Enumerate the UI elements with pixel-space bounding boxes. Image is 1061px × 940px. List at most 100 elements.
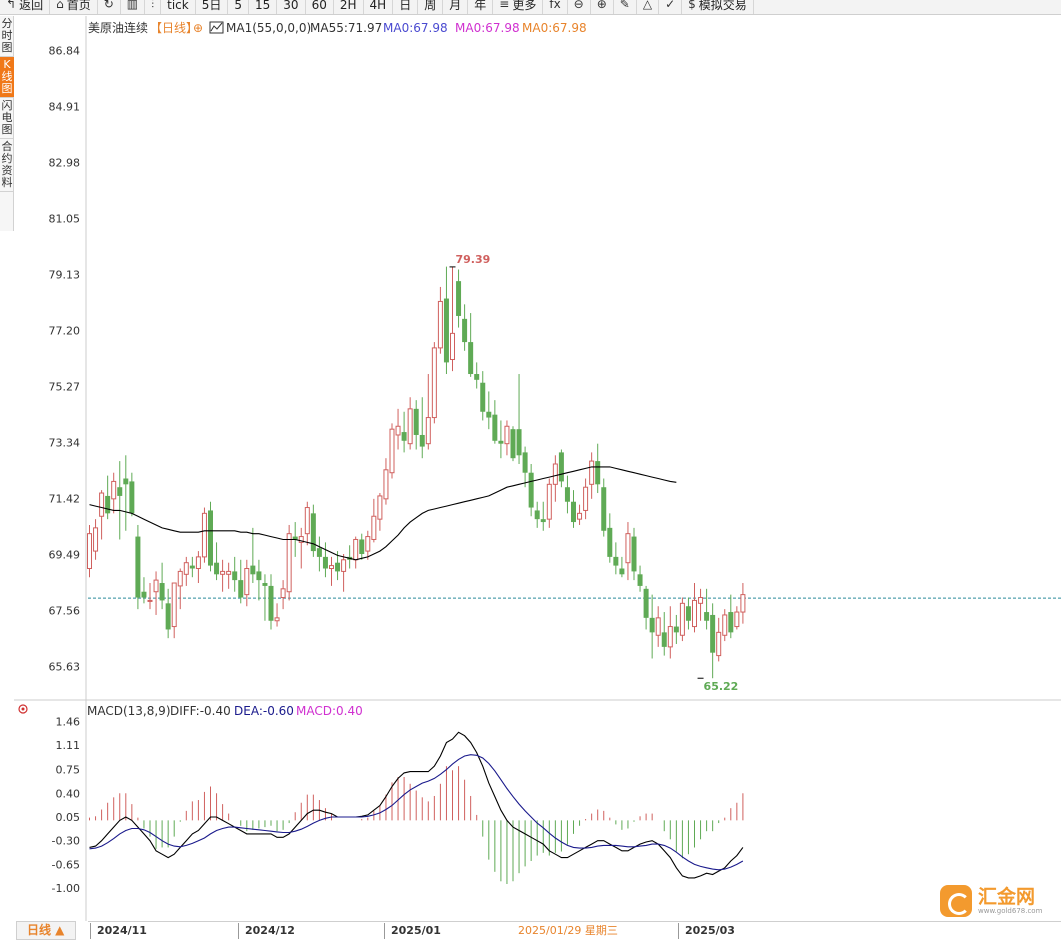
candle-body [383, 469, 389, 500]
candle-body [710, 614, 716, 653]
toolbar-button[interactable]: $ 模拟交易 [682, 0, 754, 14]
toolbar-button[interactable]: 年 [468, 0, 494, 14]
triangle-up-icon: △ [642, 0, 653, 11]
toolbar-button[interactable]: ≡ 更多 [493, 0, 544, 14]
toolbar-button[interactable]: tick [161, 0, 196, 14]
macd-y-tick-label: 0.40 [56, 787, 81, 800]
toolbar-label: tick [167, 0, 189, 12]
macd-y-tick-label: 1.11 [56, 739, 81, 752]
toolbar-label: 30 [283, 0, 299, 12]
candle-body [359, 539, 365, 554]
candle-body [698, 597, 704, 604]
date-label: 2024/12 [238, 923, 295, 939]
toolbar-button[interactable]: ⊖ [568, 0, 591, 14]
toolbar-button[interactable]: 15 [249, 0, 278, 14]
candle-body [99, 492, 105, 517]
toolbar-button[interactable]: ⌂ 首页 [50, 0, 98, 14]
candle-body [492, 414, 498, 441]
candle-body [601, 487, 607, 531]
candle-body [468, 342, 474, 375]
toolbar-button[interactable]: 月 [443, 0, 469, 14]
toolbar-button[interactable]: ⫶ [145, 0, 162, 14]
candle-body [607, 527, 613, 557]
candle-body [728, 612, 734, 633]
candle-body [310, 513, 316, 552]
y-tick-label: 69.49 [49, 548, 81, 561]
toolbar-label: 月 [449, 0, 462, 12]
macd-y-tick-label: -1.00 [52, 882, 80, 895]
candle-body [262, 583, 268, 586]
toolbar-label: 60 [311, 0, 327, 12]
candlestick-chart: 86.84 84.91 82.98 81.05 79.13 77.20 75.27 73.34… [14, 16, 1061, 921]
candle-body [280, 588, 286, 599]
ma0-value-c: MA0:67.98 [522, 21, 587, 35]
toolbar-button[interactable]: △ [637, 0, 660, 14]
brand-logo: 汇金网 www.gold678.com [940, 884, 1050, 918]
toolbar-label: 2H [339, 0, 357, 12]
candle-body [189, 565, 195, 569]
y-tick-label: 65.63 [49, 660, 81, 673]
toolbar-button[interactable]: ✎ [614, 0, 637, 14]
candle-body [643, 588, 649, 618]
candle-body [105, 495, 111, 514]
ma1-label: MA1(55,0,0,0) [226, 21, 311, 35]
ma-toggle-icon[interactable] [209, 21, 224, 34]
candle-body [595, 461, 601, 485]
candle-body [220, 570, 226, 575]
chart-title: 美原油连续 [88, 20, 148, 35]
candle-body [474, 374, 480, 380]
toolbar-button[interactable]: 60 [306, 0, 334, 14]
side-tab[interactable]: 合约资料 [0, 139, 14, 192]
settings-icon[interactable]: ⊕ [193, 21, 203, 35]
toolbar-label: 更多 [512, 0, 537, 12]
toolbar-button[interactable]: ⊕ [591, 0, 614, 14]
candle-body [256, 571, 262, 581]
side-tab[interactable]: K线图 [0, 57, 14, 98]
candle-body [534, 510, 540, 520]
candle-body [637, 574, 643, 586]
function-icon: fx [549, 0, 561, 11]
bar-chart-icon: ▥ [126, 0, 139, 11]
toolbar-button[interactable]: ▥ [121, 0, 146, 14]
candle-body [401, 432, 407, 441]
toolbar-label: 首页 [66, 0, 91, 12]
toolbar-button[interactable]: 4H [364, 0, 394, 14]
side-tab[interactable]: 分时图 [0, 16, 14, 57]
dollar-icon: $ [688, 0, 696, 11]
candle-body [377, 495, 383, 520]
candle-body [528, 472, 534, 508]
candle-body [704, 612, 710, 621]
toolbar-label: 日 [399, 0, 412, 12]
toolbar-button[interactable]: ↰ 返回 [0, 0, 51, 14]
toolbar-button[interactable]: 日 [393, 0, 419, 14]
y-tick-label: 77.20 [49, 324, 81, 337]
chart-period[interactable]: 【日线】 [150, 21, 198, 35]
period-selector-button[interactable]: 日线 ▲ [16, 921, 76, 940]
candle-body [147, 599, 153, 602]
candle-body [510, 429, 516, 459]
toolbar-button[interactable]: 5日 [196, 0, 229, 14]
ma-toggle-icon-line [210, 22, 223, 32]
toolbar-button[interactable]: ✓ [659, 0, 683, 14]
candle-body [268, 585, 274, 621]
candle-body [153, 579, 159, 593]
candle-body [135, 536, 141, 598]
toolbar-button[interactable]: 周 [418, 0, 444, 14]
candle-body [456, 281, 462, 316]
toolbar-button[interactable]: 5 [228, 0, 250, 14]
candle-body [395, 425, 401, 436]
candle-body [129, 481, 135, 514]
toolbar-button[interactable]: 30 [277, 0, 306, 14]
date-label: 2025/03 [678, 923, 735, 939]
macd-settings-icon[interactable] [18, 704, 28, 714]
candle-body [462, 318, 468, 343]
candle-body [577, 512, 583, 520]
candle-body [365, 536, 371, 552]
side-tab[interactable]: 闪电图 [0, 98, 14, 139]
candle-body [274, 617, 280, 622]
toolbar-button[interactable]: 2H [334, 0, 364, 14]
toolbar-button[interactable]: fx [543, 0, 568, 14]
candle-body [649, 617, 655, 633]
candle-body [667, 626, 673, 648]
toolbar-button[interactable]: ↻ [98, 0, 121, 14]
